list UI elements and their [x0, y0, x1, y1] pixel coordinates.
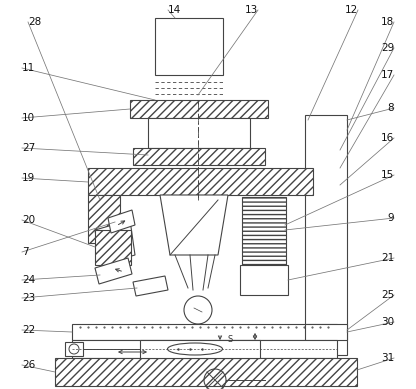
Text: 30: 30	[381, 317, 394, 327]
Ellipse shape	[168, 343, 223, 355]
Text: 27: 27	[22, 143, 35, 153]
Text: 13: 13	[245, 5, 258, 15]
Text: 25: 25	[381, 290, 394, 300]
Bar	[88, 168, 313, 195]
Bar	[88, 195, 120, 243]
Text: 22: 22	[22, 325, 35, 335]
Bar	[55, 358, 357, 386]
Bar	[65, 342, 83, 356]
Text: 12: 12	[345, 5, 358, 15]
Bar	[240, 265, 288, 295]
Text: 10: 10	[22, 113, 35, 123]
Text: 21: 21	[381, 253, 394, 263]
Text: 16: 16	[381, 133, 394, 143]
Text: 28: 28	[28, 17, 41, 27]
Text: 19: 19	[22, 173, 35, 183]
Bar	[72, 340, 337, 358]
Polygon shape	[160, 195, 228, 255]
Text: 7: 7	[22, 247, 29, 257]
Bar	[242, 197, 286, 265]
Bar	[155, 18, 223, 75]
Bar	[148, 118, 250, 148]
Text: 11: 11	[22, 63, 35, 73]
Bar	[95, 230, 131, 265]
Bar	[305, 115, 347, 355]
Text: 15: 15	[381, 170, 394, 180]
Text: 8: 8	[387, 103, 394, 113]
Bar	[305, 324, 347, 340]
Bar	[130, 100, 268, 118]
Text: 23: 23	[22, 293, 35, 303]
Text: 14: 14	[168, 5, 181, 15]
Text: 18: 18	[381, 17, 394, 27]
Polygon shape	[95, 258, 132, 284]
Text: S: S	[227, 335, 232, 345]
Bar	[72, 324, 337, 340]
Text: 24: 24	[22, 275, 35, 285]
Polygon shape	[108, 210, 135, 233]
Bar	[133, 148, 265, 165]
Polygon shape	[133, 276, 168, 296]
Text: 20: 20	[22, 215, 35, 225]
Text: 26: 26	[22, 360, 35, 370]
Polygon shape	[95, 220, 135, 265]
Text: 17: 17	[381, 70, 394, 80]
Bar	[140, 340, 260, 358]
Text: 31: 31	[381, 353, 394, 363]
Text: 29: 29	[381, 43, 394, 53]
Text: 9: 9	[387, 213, 394, 223]
